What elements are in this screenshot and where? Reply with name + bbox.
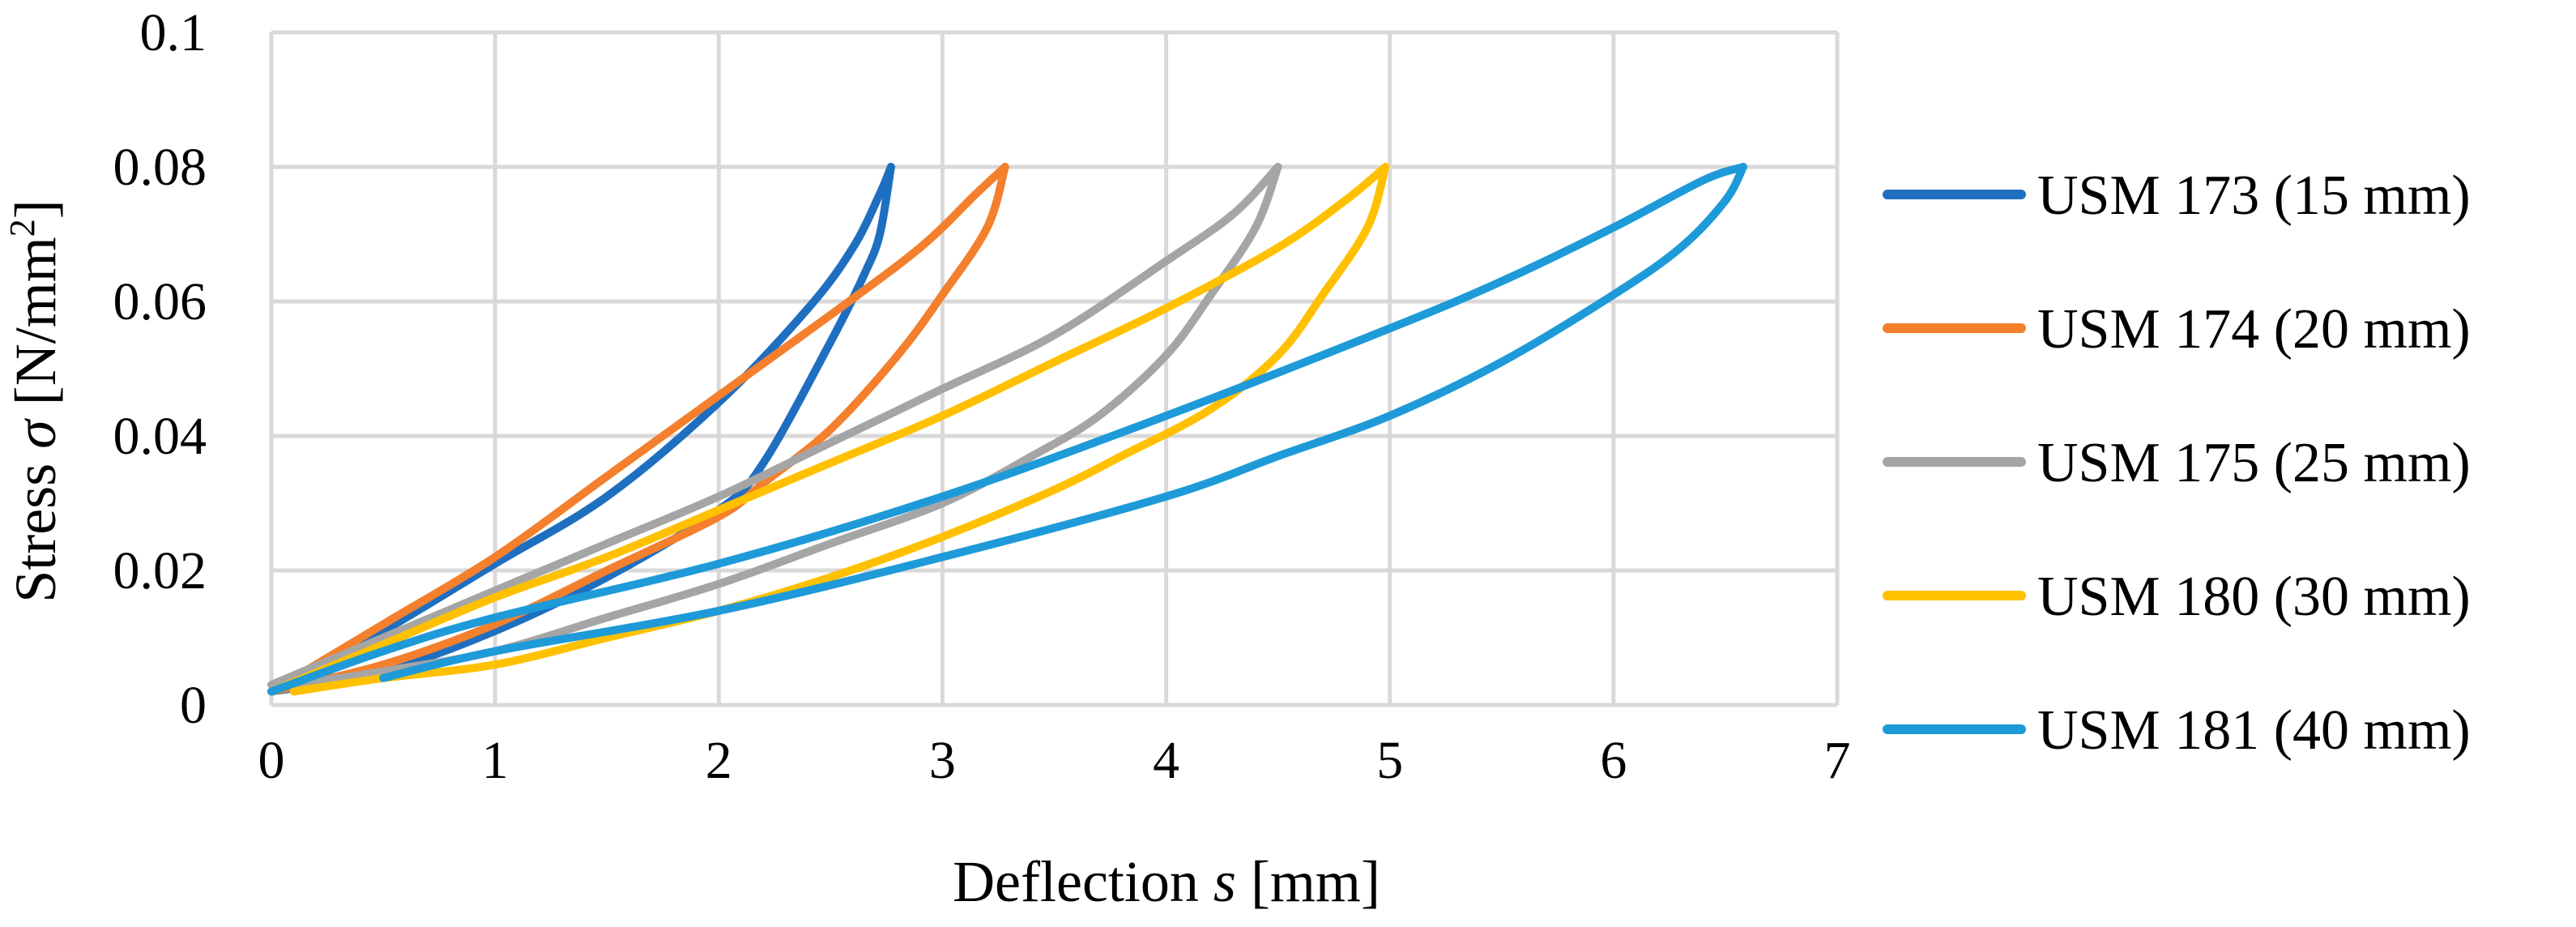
legend-item: USM 174 (20 mm) (1883, 298, 2471, 361)
y-tick-label: 0 (180, 676, 207, 735)
x-tick-label: 4 (1153, 731, 1179, 790)
series-1 (267, 163, 895, 696)
x-tick-label: 0 (258, 731, 285, 790)
y-tick-label: 0.06 (113, 272, 207, 331)
y-tick-label: 0.02 (113, 541, 207, 600)
series-2-unloading-line (267, 163, 1009, 696)
x-tick-label: 3 (929, 731, 956, 790)
x-axis-title: Deflection s [mm] (953, 849, 1380, 914)
x-axis-title-symbol: s (1213, 849, 1236, 914)
y-axis-title-close: ] (3, 199, 68, 219)
y-tick-label: 0.1 (140, 3, 207, 62)
series-5 (267, 163, 1747, 696)
y-axis-title: Stress σ [N/mm2] (2, 199, 68, 603)
series-2 (267, 163, 1009, 696)
x-tick-label: 1 (482, 731, 509, 790)
x-tick-label: 6 (1600, 731, 1627, 790)
x-tick-label: 7 (1824, 731, 1851, 790)
legend-label: USM 180 (30 mm) (2037, 566, 2471, 628)
x-axis-title-unit: [mm] (1236, 849, 1380, 914)
legend-label: USM 175 (25 mm) (2037, 432, 2471, 494)
legend: USM 173 (15 mm) USM 174 (20 mm) USM 175 (2… (1883, 164, 2471, 762)
series-5-unloading-line (379, 163, 1747, 682)
legend-item: USM 181 (40 mm) (1883, 699, 2471, 762)
legend-label: USM 181 (40 mm) (2037, 699, 2471, 762)
y-axis-title-superscript: 2 (2, 219, 42, 237)
y-axis-title-unit: [N/mm (3, 237, 68, 420)
x-axis-title-main: Deflection (953, 849, 1213, 914)
legend-label: USM 173 (15 mm) (2037, 164, 2471, 227)
legend-item: USM 180 (30 mm) (1883, 566, 2471, 628)
legend-item: USM 173 (15 mm) (1883, 164, 2471, 227)
series-1-unloading-line (267, 163, 895, 696)
series-1-loading-line (278, 163, 895, 690)
y-axis-title-main: Stress (3, 449, 68, 603)
series-4-loading-line (267, 163, 1390, 696)
series-4 (267, 163, 1390, 696)
series-5-loading-line (267, 163, 1747, 696)
grid-layer (269, 30, 1840, 707)
series-layer (267, 163, 1747, 696)
series-2-loading-line (267, 163, 1009, 696)
series-3-loading-line (267, 163, 1282, 690)
legend-label: USM 174 (20 mm) (2037, 298, 2471, 361)
legend-item: USM 175 (25 mm) (1883, 432, 2471, 494)
x-tick-label: 2 (706, 731, 732, 790)
y-tick-label: 0.04 (113, 407, 207, 466)
series-4-unloading-line (289, 163, 1390, 696)
tick-layer: 0 1 2 3 4 5 6 7 0 0.02 0.04 0.06 0.08 0.1 (113, 3, 1851, 790)
y-tick-label: 0.08 (113, 138, 207, 197)
y-axis-title-symbol: σ (3, 418, 68, 449)
x-tick-label: 5 (1376, 731, 1403, 790)
